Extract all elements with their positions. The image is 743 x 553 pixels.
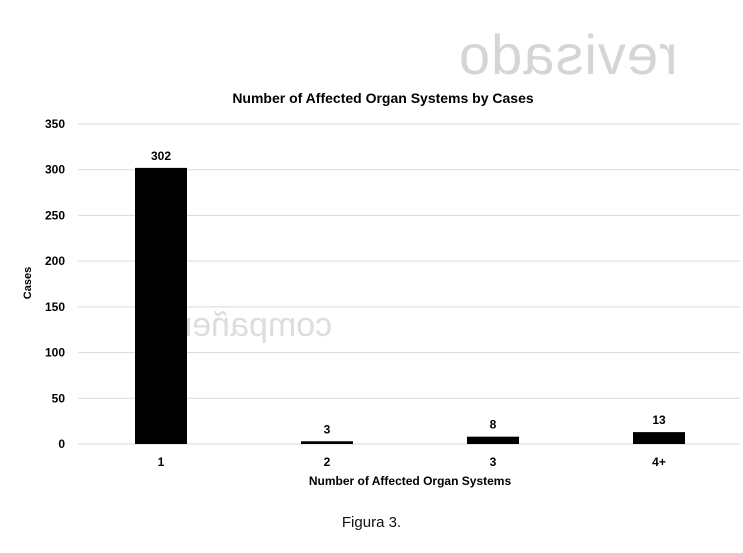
x-axis-title: Number of Affected Organ Systems: [309, 474, 512, 488]
data-label: 302: [151, 149, 171, 163]
bar-chart: Number of Affected Organ Systems by Case…: [22, 90, 740, 488]
chart-title: Number of Affected Organ Systems by Case…: [232, 90, 534, 106]
x-tick-label: 2: [324, 455, 331, 469]
gridlines: [78, 123, 740, 445]
y-axis-title: Cases: [22, 267, 34, 299]
x-tick-label: 3: [490, 455, 497, 469]
figure-caption: Figura 3.: [341, 514, 402, 531]
y-tick-label: 350: [45, 117, 65, 131]
y-tick-label: 250: [45, 208, 65, 222]
y-tick-label: 150: [45, 300, 65, 314]
bar: [633, 432, 685, 444]
data-label: 8: [490, 418, 497, 432]
bars: [135, 167, 685, 444]
x-tick-label: 1: [158, 455, 165, 469]
data-label: 3: [324, 422, 331, 436]
x-tick-label: 4+: [652, 455, 666, 469]
bar: [467, 436, 519, 444]
data-labels: 302 3 8 13: [151, 149, 666, 436]
bar: [135, 167, 187, 444]
y-tick-label: 300: [45, 163, 65, 177]
y-tick-label: 100: [45, 346, 65, 360]
x-axis-tick-labels: 1 2 3 4+: [158, 455, 666, 469]
y-tick-label: 0: [58, 437, 65, 451]
y-axis-tick-labels: 0 50 100 150 200 250 300 350: [45, 117, 65, 451]
y-tick-label: 50: [52, 391, 66, 405]
data-label: 13: [652, 413, 666, 427]
y-tick-label: 200: [45, 254, 65, 268]
bar: [301, 441, 353, 444]
